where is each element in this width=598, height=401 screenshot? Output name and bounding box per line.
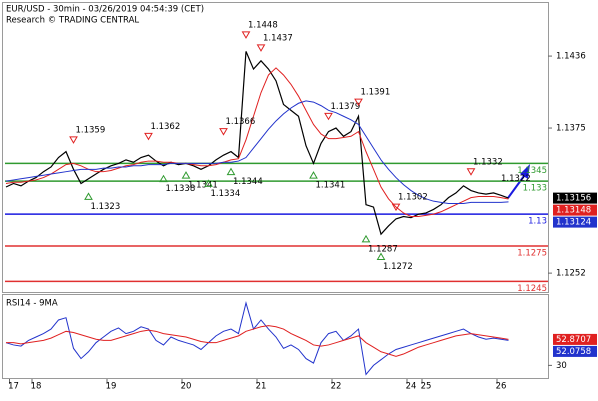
low-marker <box>181 171 191 179</box>
level-label: 1.1275 <box>517 248 547 258</box>
rsi-panel <box>2 294 549 379</box>
low-label: 1.1334 <box>211 189 241 199</box>
note-label: 1.1322 <box>501 174 531 184</box>
low-marker <box>226 167 236 176</box>
y-tick-label: 1.1436 <box>556 52 586 62</box>
high-marker <box>324 112 333 121</box>
level-label: 1.1345 <box>517 166 547 176</box>
x-tick-label: 17 <box>8 382 19 392</box>
high-marker <box>354 98 363 107</box>
high-label: 1.1448 <box>248 20 278 30</box>
high-marker <box>219 128 228 136</box>
high-marker <box>256 44 266 52</box>
last-value-label: 52.8707 <box>556 335 591 345</box>
high-label: 1.1302 <box>398 193 428 203</box>
high-label: 1.1379 <box>331 102 361 112</box>
last-value-tag <box>553 204 597 216</box>
x-tick-label: 25 <box>421 382 432 392</box>
high-label: 1.1359 <box>76 125 106 135</box>
low-label: 1.1344 <box>233 177 263 187</box>
last-value-label: 1.13156 <box>556 194 591 204</box>
last-value-tag <box>553 345 597 357</box>
high-marker <box>144 132 153 141</box>
x-tick-label: 21 <box>256 382 267 392</box>
high-label: 1.1366 <box>226 117 256 127</box>
low-marker <box>361 234 371 243</box>
x-tick-label: 19 <box>106 382 117 392</box>
y-tick-label: 1.1252 <box>556 269 586 279</box>
price-panel <box>2 2 549 293</box>
series-line <box>5 51 509 236</box>
low-label: 1.1287 <box>368 244 398 254</box>
low-label: 1.1341 <box>316 181 346 191</box>
high-marker <box>241 31 251 39</box>
series-line <box>5 100 509 205</box>
low-marker <box>159 174 168 183</box>
arrow-head <box>520 164 530 179</box>
last-value-label: 1.13148 <box>556 206 591 216</box>
last-value-tag <box>553 216 597 228</box>
low-label: 1.1341 <box>188 181 218 191</box>
level-label: 1.1245 <box>517 284 547 294</box>
x-tick-label: 24 <box>406 382 417 392</box>
trend-arrow <box>507 164 530 199</box>
rsi-title: RSI14 - 9MA <box>6 299 58 309</box>
high-marker <box>69 136 78 144</box>
series-line <box>6 325 509 357</box>
last-value-tag <box>553 192 597 204</box>
x-tick-label: 26 <box>496 382 507 392</box>
high-label: 1.1437 <box>263 33 293 43</box>
low-label: 1.1323 <box>91 202 121 212</box>
low-label: 1.1272 <box>383 262 413 272</box>
chart-title: EUR/USD - 30min - 03/26/2019 04:54:39 (C… <box>6 5 204 15</box>
x-tick-label: 20 <box>181 382 192 392</box>
chart-subtitle: Research © TRADING CENTRAL <box>6 16 139 26</box>
level-label: 1.133 <box>523 184 547 194</box>
low-marker <box>376 252 386 261</box>
last-value-label: 1.13124 <box>556 218 591 228</box>
high-label: 1.1391 <box>361 88 391 98</box>
high-label: 1.1332 <box>473 157 503 167</box>
last-value-label: 52.0758 <box>556 347 591 357</box>
low-marker <box>84 192 93 200</box>
high-label: 1.1362 <box>151 122 181 132</box>
high-marker <box>466 168 476 176</box>
level-label: 1.13 <box>528 217 547 227</box>
high-marker <box>391 203 401 212</box>
low-marker <box>309 171 318 179</box>
series-line <box>5 301 509 376</box>
last-value-tag <box>553 333 597 345</box>
low-label: 1.1338 <box>166 184 196 194</box>
x-tick-label: 18 <box>31 382 42 392</box>
low-marker <box>204 179 213 187</box>
arrow-shaft <box>507 175 525 199</box>
x-tick-label: 22 <box>331 382 342 392</box>
y-tick-label: 30 <box>556 361 567 371</box>
y-tick-label: 1.1375 <box>556 124 586 134</box>
